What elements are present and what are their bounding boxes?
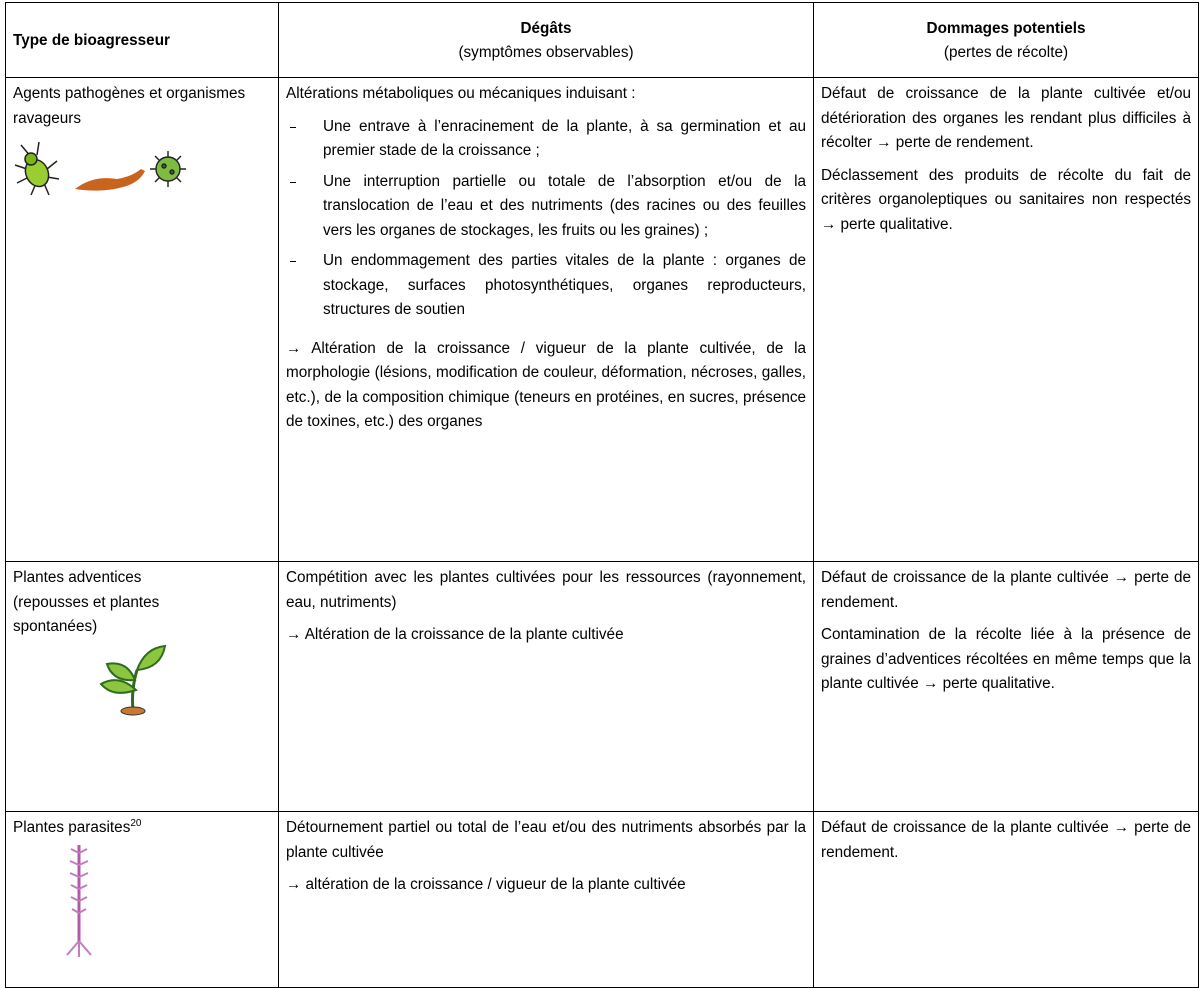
damage-item: Un endommagement des parties vitales de … [286,249,806,323]
header-title: Type de bioagresseur [13,31,170,49]
list-dash [290,126,296,128]
list-dash [290,261,296,262]
damage-list: Une entrave à l’enracinement de la plant… [286,115,806,323]
damage-cell: Compétition avec les plantes cultivées p… [278,561,814,812]
loss-text: Défaut de croissance de la plante cultiv… [821,819,1191,861]
seedling-icon [99,644,167,715]
damage-conclusion: → Altération de la croissance de la plan… [286,626,624,643]
loss-cell: Défaut de croissance de la plante cultiv… [813,811,1199,988]
type-label: Plantes parasites [13,819,131,836]
damage-item-text: Un endommagement des parties vitales de … [323,252,806,318]
damage-cell: Détournement partiel ou total de l’eau e… [278,811,814,988]
damage-intro: Détournement partiel ou total de l’eau e… [286,819,806,861]
parasite-plant-icon [66,844,92,957]
table: Type de bioagresseur Dégâts (symptômes ob… [5,2,1199,988]
loss-text: Contamination de la récolte liée à la pr… [821,626,1191,692]
header-cell: Dommages potentiels (pertes de récolte) [813,2,1199,78]
damage-item: Une entrave à l’enracinement de la plant… [286,115,806,164]
loss-text: Déclassement des produits de récolte du … [821,166,1191,233]
loss-text: Défaut de croissance de la plante cultiv… [821,569,1191,611]
damage-conclusion: → Altération de la croissance / vigueur … [286,339,806,431]
row: Agents pathogènes et organismes ravageur… [5,77,1199,562]
footnote-ref: 20 [130,817,142,829]
type-cell: Agents pathogènes et organismes ravageur… [5,77,279,562]
loss-cell: Défaut de croissance de la plante cultiv… [813,77,1199,562]
type-label: Agents pathogènes et organismes ravageur… [13,85,246,127]
type-cell: Plantes parasites20 [5,811,279,988]
type-cell: Plantes adventices (repousses et plantes… [5,561,279,812]
header-subtitle: (pertes de récolte) [943,44,1069,61]
damage-intro: Compétition avec les plantes cultivées p… [286,569,806,611]
header-title: Dommages potentiels [926,19,1086,37]
header-subtitle: (symptômes observables) [458,44,634,61]
damage-cell: Altérations métaboliques ou mécaniques i… [278,77,814,562]
header-cell: Dégâts (symptômes observables) [278,2,814,78]
damage-item-text: Une entrave à l’enracinement de la plant… [323,117,806,160]
list-dash [290,181,296,183]
header-cell: Type de bioagresseur [5,2,279,78]
loss-cell: Défaut de croissance de la plante cultiv… [813,561,1199,812]
damage-item-text: Une interruption partielle ou totale de … [323,172,806,239]
type-label-line: Plantes parasites20 [13,816,271,841]
insect-icon [14,141,60,196]
header-title: Dégâts [520,19,572,37]
damage-conclusion: → altération de la croissance / vigueur … [286,876,686,893]
type-label: Plantes adventices (repousses et plantes… [13,569,160,635]
loss-text: Défaut de croissance de la plante cultiv… [821,85,1191,151]
virus-icon [150,151,186,187]
row: Plantes parasites20 Détournement partiel… [5,811,1199,988]
damage-intro: Altérations métaboliques ou mécaniques i… [286,85,636,102]
pest-icons [14,141,186,196]
row: Plantes adventices (repousses et plantes… [5,561,1199,812]
slug-icon [75,169,145,191]
header-row: Type de bioagresseur Dégâts (symptômes ob… [5,2,1199,78]
damage-item: Une interruption partielle ou totale de … [286,170,806,244]
